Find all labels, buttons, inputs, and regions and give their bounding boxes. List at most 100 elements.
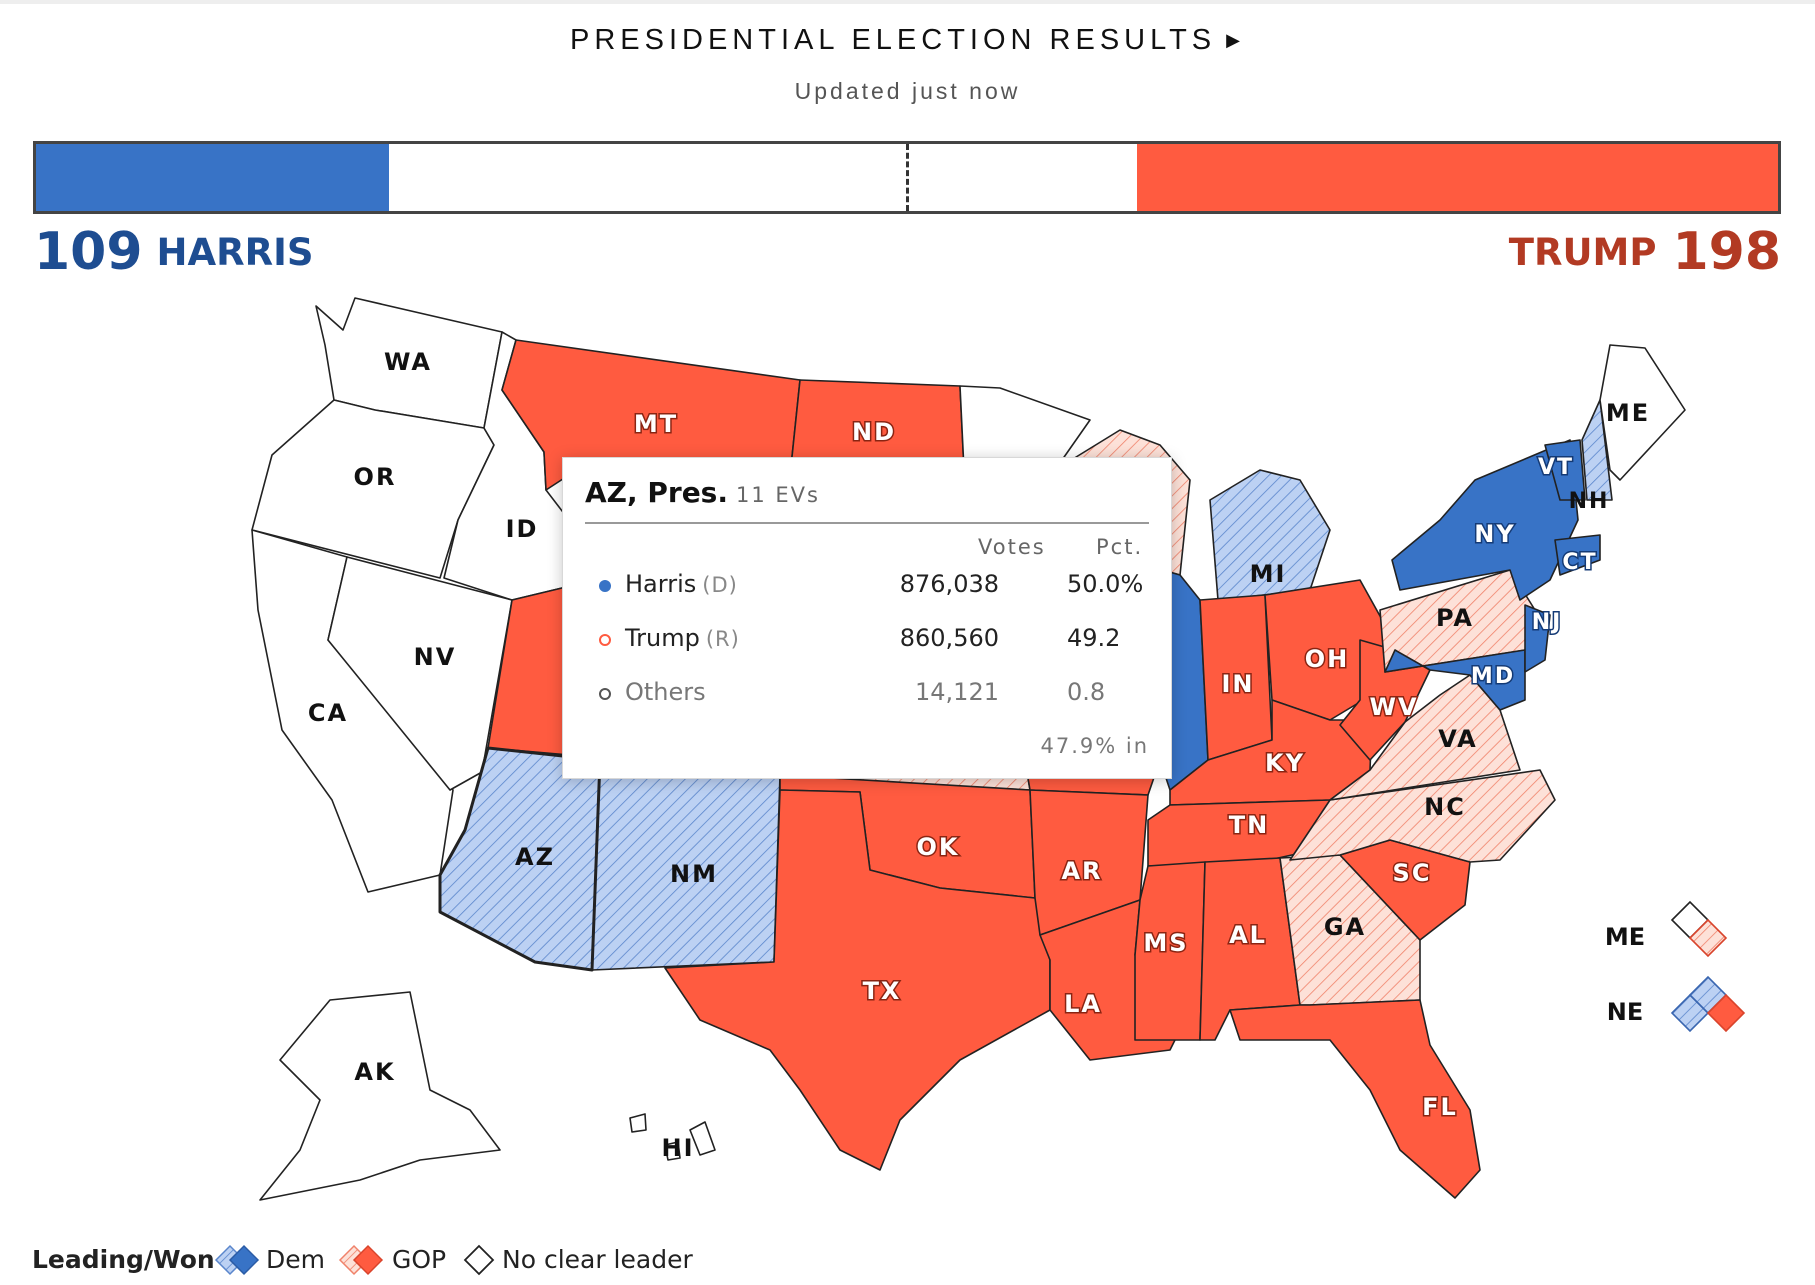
col-header-votes: Votes bbox=[978, 535, 1046, 559]
270-to-win-marker bbox=[906, 144, 909, 211]
state-hi[interactable] bbox=[629, 1113, 716, 1161]
state-label-ar: AR bbox=[1061, 857, 1102, 885]
state-label-ak: AK bbox=[354, 1058, 395, 1086]
reporting-status: 47.9% in bbox=[1040, 734, 1149, 758]
dem-ev-fill bbox=[36, 144, 389, 211]
dem-ev-count: 109 bbox=[34, 222, 143, 282]
state-fl[interactable] bbox=[1229, 999, 1481, 1199]
state-tooltip: AZ, Pres. 11 EVs Votes Pct. Harris (D) 876… bbox=[562, 457, 1172, 779]
state-label-pa: PA bbox=[1436, 604, 1474, 632]
state-label-in: IN bbox=[1221, 670, 1254, 698]
state-label-nm: NM bbox=[670, 860, 718, 888]
state-label-mt: MT bbox=[634, 410, 678, 438]
gop-legend-icon bbox=[338, 1244, 384, 1276]
state-label-ms: MS bbox=[1143, 929, 1188, 957]
state-label-tx: TX bbox=[863, 977, 902, 1005]
state-label-fl: FL bbox=[1422, 1093, 1458, 1121]
state-label-oh: OH bbox=[1305, 645, 1350, 673]
dem-dot-icon bbox=[599, 580, 611, 592]
state-label-md: MD bbox=[1471, 664, 1515, 689]
state-label-me: ME bbox=[1606, 399, 1650, 427]
tooltip-state: AZ, Pres. bbox=[585, 476, 728, 509]
other-dot-icon bbox=[599, 688, 611, 700]
candidate-party: (D) bbox=[702, 573, 738, 597]
state-label-ky: KY bbox=[1265, 749, 1305, 777]
results-title: PRESIDENTIAL ELECTION RESULTS bbox=[569, 24, 1217, 56]
candidate-votes: 860,560 bbox=[899, 624, 999, 652]
no-leader-legend-icon bbox=[463, 1244, 495, 1276]
candidate-name: Trump (R) bbox=[625, 624, 740, 652]
candidate-name-text: Harris bbox=[625, 570, 697, 598]
candidate-pct: 50.0% bbox=[1067, 570, 1144, 598]
split-label-ne: NE bbox=[1607, 998, 1643, 1026]
split-label-me: ME bbox=[1605, 923, 1645, 951]
state-vt[interactable] bbox=[1544, 439, 1586, 501]
state-label-hi: HI bbox=[661, 1134, 694, 1162]
tooltip-title: AZ, Pres. 11 EVs bbox=[585, 476, 820, 509]
candidate-name: Others bbox=[625, 678, 706, 706]
state-ct[interactable] bbox=[1554, 534, 1601, 576]
state-label-al: AL bbox=[1229, 921, 1267, 949]
state-label-nv: NV bbox=[414, 643, 457, 671]
state-nc[interactable] bbox=[1289, 769, 1556, 863]
state-ak[interactable] bbox=[259, 991, 501, 1201]
district-me-2[interactable] bbox=[1688, 918, 1728, 958]
candidate-name: Harris (D) bbox=[625, 570, 738, 598]
state-nj[interactable] bbox=[1524, 604, 1551, 673]
gop-dot-icon bbox=[599, 634, 611, 646]
state-label-mi: MI bbox=[1250, 560, 1287, 588]
dem-candidate-name: HARRIS bbox=[156, 230, 314, 274]
state-label-ok: OK bbox=[917, 833, 960, 861]
state-label-sc: SC bbox=[1393, 859, 1432, 887]
arrow-right-icon: ▶ bbox=[1226, 30, 1245, 50]
candidate-row: Trump (R) 860,560 49.2 bbox=[585, 620, 1149, 660]
candidate-party: (R) bbox=[705, 627, 740, 651]
candidate-votes: 14,121 bbox=[915, 678, 999, 706]
state-label-ny: NY bbox=[1474, 520, 1515, 548]
state-tx[interactable] bbox=[664, 789, 1051, 1171]
state-label-va: VA bbox=[1438, 725, 1478, 753]
state-label-or: OR bbox=[354, 463, 397, 491]
state-label-nc: NC bbox=[1424, 793, 1466, 821]
candidate-pct: 49.2 bbox=[1067, 624, 1121, 652]
gop-candidate-name: TRUMP bbox=[1508, 230, 1657, 274]
us-results-map: WA OR CA ID NV MT ND AZ NM TX OK AR LA MS AL TN KY IN OH WV… bbox=[251, 297, 1746, 1201]
state-label-id: ID bbox=[506, 515, 539, 543]
state-label-az: AZ bbox=[515, 843, 555, 871]
state-label-ga: GA bbox=[1324, 913, 1366, 941]
legend-gop: GOP bbox=[392, 1245, 447, 1274]
electoral-vote-bar bbox=[33, 141, 1781, 214]
candidate-row: Others 14,121 0.8 bbox=[585, 674, 1149, 714]
dem-score: 109 HARRIS bbox=[34, 222, 314, 282]
state-label-nj: NJ bbox=[1532, 610, 1563, 635]
tooltip-divider bbox=[585, 522, 1149, 524]
tooltip-evs: 11 EVs bbox=[735, 483, 820, 507]
state-label-wv: WV bbox=[1369, 693, 1418, 721]
state-nv[interactable] bbox=[327, 556, 513, 791]
dem-legend-icon bbox=[214, 1244, 260, 1276]
updated-status: Updated just now bbox=[794, 78, 1021, 104]
state-label-wa: WA bbox=[384, 348, 432, 376]
state-label-vt: VT bbox=[1538, 455, 1574, 480]
state-az[interactable] bbox=[438, 746, 602, 972]
state-label-la: LA bbox=[1064, 990, 1102, 1018]
district-ne-3[interactable] bbox=[1706, 993, 1746, 1033]
candidate-row: Harris (D) 876,038 50.0% bbox=[585, 566, 1149, 606]
state-label-nd: ND bbox=[852, 418, 896, 446]
state-me[interactable] bbox=[1599, 344, 1686, 481]
candidate-votes: 876,038 bbox=[899, 570, 999, 598]
state-nh[interactable] bbox=[1581, 399, 1613, 501]
results-title-link[interactable]: PRESIDENTIAL ELECTION RESULTS ▶ bbox=[0, 24, 1815, 57]
state-label-nh: NH bbox=[1569, 489, 1610, 514]
top-divider bbox=[0, 0, 1815, 4]
legend-dem: Dem bbox=[266, 1245, 325, 1274]
state-label-ct: CT bbox=[1562, 550, 1597, 575]
gop-ev-count: 198 bbox=[1672, 222, 1781, 282]
gop-score: TRUMP 198 bbox=[1509, 222, 1781, 282]
col-header-pct: Pct. bbox=[1096, 535, 1144, 559]
legend-title: Leading/Won bbox=[32, 1245, 215, 1274]
legend-none: No clear leader bbox=[502, 1245, 693, 1274]
state-label-tn: TN bbox=[1229, 811, 1269, 839]
candidate-name-text: Others bbox=[625, 678, 706, 706]
candidate-pct: 0.8 bbox=[1067, 678, 1106, 706]
